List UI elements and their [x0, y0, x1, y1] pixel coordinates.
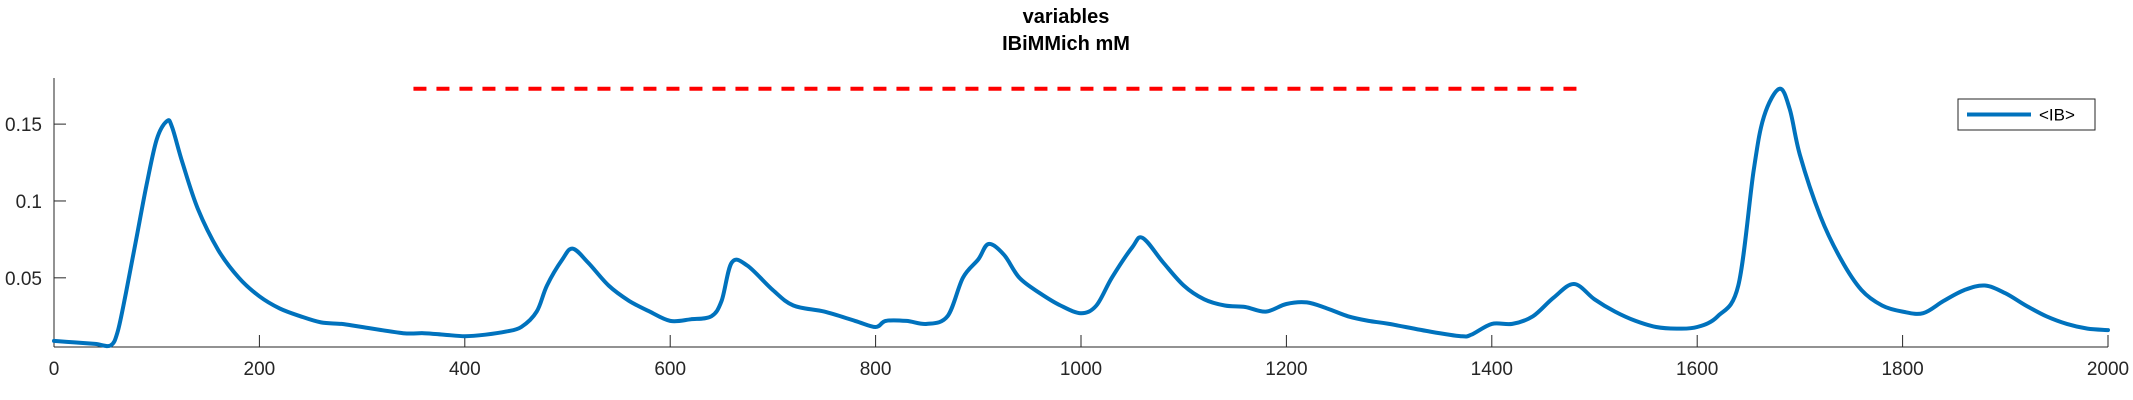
y-tick-label: 0.1: [16, 192, 42, 213]
axes: 0 200 400 600 800 1000 1200 1400 1600 1800 2000 0.0…: [5, 78, 2129, 380]
legend-label: <IB>: [2039, 106, 2075, 125]
series-line: [52, 86, 2110, 349]
x-tick-label: 1800: [1881, 359, 1923, 380]
x-tick-label: 600: [654, 359, 686, 380]
series-lines: [52, 86, 2110, 349]
x-tick-label: 1200: [1265, 359, 1307, 380]
x-tick-label: 400: [449, 359, 481, 380]
legend: <IB>: [1957, 98, 2096, 131]
y-tick-label: 0.05: [5, 269, 42, 290]
x-tick-label: 1000: [1060, 359, 1102, 380]
x-tick-label: 0: [49, 359, 60, 380]
y-tick-label: 0.15: [5, 115, 42, 136]
chart-title: variables IBiMMich mM: [1002, 6, 1130, 55]
title-line-2: IBiMMich mM: [1002, 33, 1130, 55]
x-tick-label: 800: [860, 359, 892, 380]
x-tick-label: 1600: [1676, 359, 1718, 380]
x-tick-label: 200: [244, 359, 276, 380]
x-tick-label: 2000: [2087, 359, 2129, 380]
x-tick-label: 1400: [1471, 359, 1513, 380]
title-line-1: variables: [1023, 6, 1110, 28]
